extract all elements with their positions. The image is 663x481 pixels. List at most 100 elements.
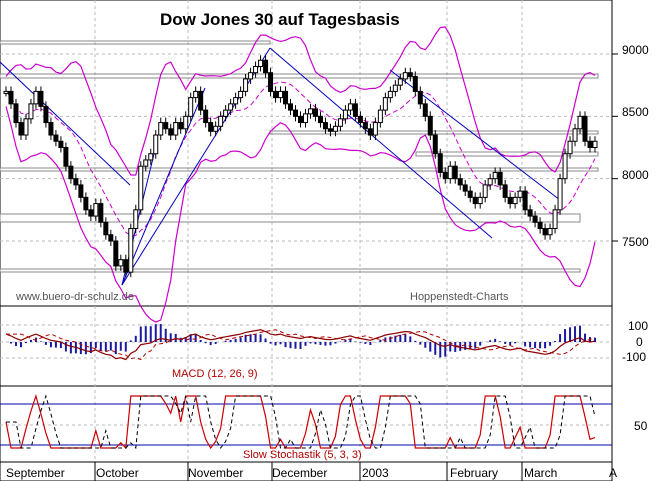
candle-body [248,72,254,80]
candle-body [442,171,448,180]
candle-body [432,134,438,155]
candle-body [537,221,543,230]
stoch-d-line [6,394,596,450]
candle-body [123,259,129,273]
candle-body [8,90,14,105]
candle-body [128,228,134,273]
bollinger-lower [5,106,596,323]
candle-body [218,115,224,127]
macd-signal-line [6,329,596,361]
trend-line [0,61,131,186]
candle-body [427,115,433,136]
watermark-right: Hoppenstedt-Charts [410,291,509,303]
candle-body [118,259,124,267]
candle-body [377,109,383,124]
candle-body [103,221,109,236]
candle-body [567,140,573,155]
support-zone [0,167,599,172]
candle-body [332,125,338,132]
candle-body [183,115,189,130]
candle-body [63,147,69,167]
candle-body [387,90,393,99]
candle-body [243,78,249,92]
candle-body [23,118,29,136]
candle-body [208,122,214,132]
watermark-left: www.buero-dr-schulz.de [15,291,134,303]
candle-body [88,209,94,217]
candle-body [382,97,388,111]
candle-body [402,72,408,80]
bollinger-middle [5,81,596,236]
candle-body [527,209,533,217]
candle-body [572,128,578,142]
candle-body [542,228,548,236]
candlesticks [3,55,598,278]
candle-body [78,184,84,198]
candle-body [357,115,363,124]
stochastic-label: Slow Stochastik (5, 3, 3) [243,449,362,461]
candle-body [362,122,368,130]
candle-body [73,178,79,186]
candle-body [98,203,104,223]
candle-body [28,103,34,120]
candle-body [557,178,563,211]
month-axis-bar [0,461,613,481]
price-tick-9000: 9000 [622,43,649,57]
candle-body [273,90,279,99]
candle-body [342,109,348,120]
candle-body [517,190,523,198]
macd-indicator [5,324,596,361]
candle-body [33,90,39,105]
candle-body [228,103,234,111]
candle-body [407,72,413,77]
candle-body [502,184,508,198]
candle-body [233,97,239,105]
candle-body [48,122,54,136]
month-label-april: A [609,466,617,480]
candle-body [263,59,269,74]
candle-body [487,178,493,186]
month-label-october: October [96,466,139,480]
candle-body [168,128,174,136]
candle-body [547,228,553,236]
candle-body [253,65,259,74]
macd-label: MACD (12, 26, 9) [172,368,258,380]
month-label-february: February [450,466,498,480]
candle-body [153,134,159,155]
candle-body [472,196,478,205]
candle-body [312,108,318,117]
candle-body [138,165,144,211]
candle-body [492,171,498,180]
bollinger-upper [5,26,596,176]
stochastic-indicator [0,393,612,450]
candle-body [198,90,204,111]
candle-body [562,153,568,180]
month-label-december: December [272,466,327,480]
macd-tick-100: 100 [628,319,648,333]
month-label-march: March [524,466,557,480]
candle-body [93,203,99,217]
month-label-november: November [188,466,243,480]
candle-body [327,128,333,132]
candle-body [188,97,194,117]
candle-body [317,115,323,124]
candle-body [298,115,303,124]
candle-body [178,122,184,130]
candle-body [53,134,59,142]
candle-body [193,90,199,99]
macd-tick-minus100: -100 [622,350,646,364]
candle-body [397,78,403,86]
macd-tick-0: 0 [636,335,643,349]
candle-body [83,196,89,211]
candle-body [173,122,179,136]
candle-body [337,118,343,127]
candle-body [467,190,473,198]
month-label-2003: 2003 [362,466,389,480]
candle-body [477,196,483,205]
candle-body [507,196,513,205]
support-lines [0,40,599,273]
bollinger-bands [5,26,596,323]
candle-body [392,84,398,92]
candle-body [278,90,284,99]
candle-body [108,234,114,242]
